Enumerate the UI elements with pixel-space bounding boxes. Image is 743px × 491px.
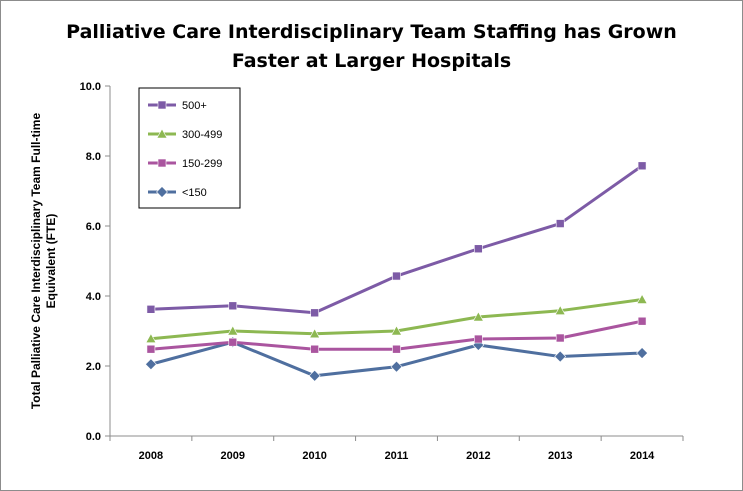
legend-marker xyxy=(156,186,168,198)
x-tick-label: 2012 xyxy=(466,450,490,462)
legend-item: 150-299 xyxy=(148,158,222,170)
data-point xyxy=(228,337,238,347)
y-tick-label: 8.0 xyxy=(86,151,101,163)
y-tick-label: 4.0 xyxy=(86,291,101,303)
y-tick-label: 6.0 xyxy=(86,221,101,233)
axes: 0.0 2.0 4.0 6.0 8.0 10.0 2008 2009 2010 2011 2012 2… xyxy=(80,81,684,462)
data-point xyxy=(636,293,648,304)
data-point xyxy=(308,369,321,382)
x-tick-label: 2008 xyxy=(139,450,163,462)
data-point xyxy=(310,308,319,318)
series-0 xyxy=(146,161,647,318)
data-point xyxy=(392,271,401,281)
legend: 500+ 300-499 150-299 <150 xyxy=(138,87,241,209)
legend-item: <150 xyxy=(148,186,207,199)
data-point xyxy=(309,328,321,339)
data-point xyxy=(145,358,157,371)
data-point xyxy=(474,334,483,344)
legend-marker xyxy=(157,158,167,168)
data-point xyxy=(636,347,648,359)
x-tick-label: 2013 xyxy=(548,450,572,462)
series-1 xyxy=(145,293,648,344)
data-point xyxy=(472,311,484,322)
chart-title-line-2: Faster at Larger Hospitals xyxy=(231,50,512,72)
legend-item: 500+ xyxy=(148,100,207,112)
legend-label: 500+ xyxy=(182,100,207,112)
data-point xyxy=(555,333,565,343)
data-point xyxy=(228,301,238,311)
data-point xyxy=(390,325,403,336)
legend-label: 150-299 xyxy=(182,158,222,170)
data-point xyxy=(474,244,483,254)
data-point xyxy=(227,325,239,336)
chart-title-line-1: Palliative Care Interdisciplinary Team S… xyxy=(66,21,677,43)
y-tick-label: 0.0 xyxy=(86,431,101,443)
legend-label: <150 xyxy=(182,187,207,199)
data-point xyxy=(146,344,156,354)
data-point xyxy=(637,161,647,171)
series-lines xyxy=(145,161,648,382)
data-point xyxy=(310,344,319,354)
data-point xyxy=(637,316,647,326)
data-point xyxy=(392,344,401,354)
legend-label: 300-499 xyxy=(182,129,222,141)
data-point xyxy=(554,350,567,363)
legend-item: 300-499 xyxy=(148,128,222,141)
series-2 xyxy=(146,316,647,354)
data-point xyxy=(555,219,565,228)
legend-box xyxy=(138,87,241,209)
data-point xyxy=(390,360,403,373)
legend-marker xyxy=(157,100,167,110)
y-tick-label: 2.0 xyxy=(86,361,101,373)
x-tick-label: 2011 xyxy=(385,450,409,462)
y-tick-label: 10.0 xyxy=(80,81,101,93)
data-point xyxy=(146,304,156,314)
x-tick-label: 2010 xyxy=(302,450,326,462)
legend-marker xyxy=(156,128,168,139)
data-point xyxy=(554,305,566,316)
x-tick-label: 2014 xyxy=(630,450,655,462)
chart-title: Palliative Care Interdisciplinary Team S… xyxy=(0,18,743,76)
data-point xyxy=(145,333,157,344)
x-tick-label: 2009 xyxy=(221,450,245,462)
